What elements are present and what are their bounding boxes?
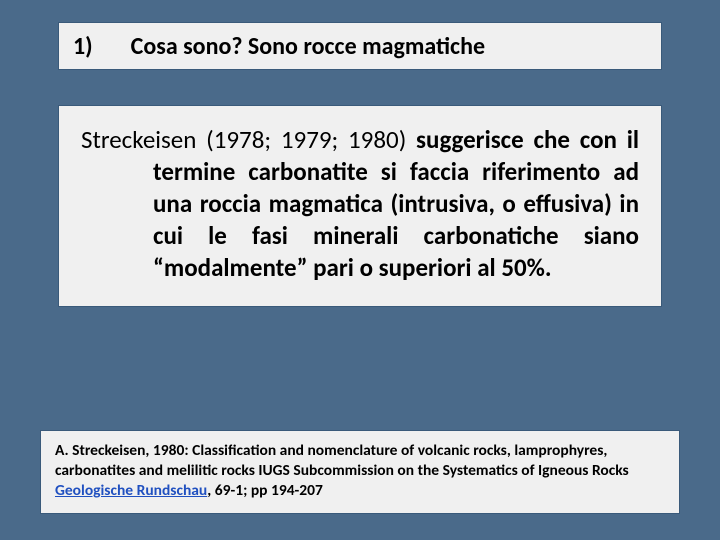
reference-suffix: , 69-1; pp 194-207 (207, 481, 323, 500)
heading-box: 1) Cosa sono? Sono rocce magmatiche (58, 22, 662, 70)
heading-text: Cosa sono? Sono rocce magmatiche (131, 32, 485, 61)
reference-text: A. Streckeisen, 1980: Classification and… (55, 441, 665, 501)
heading-number: 1) (73, 32, 93, 61)
body-box: Streckeisen (1978; 1979; 1980) suggerisc… (58, 105, 662, 307)
reference-prefix: A. Streckeisen, 1980: Classification and… (55, 441, 629, 480)
body-paragraph: Streckeisen (1978; 1979; 1980) suggerisc… (81, 124, 639, 284)
reference-box: A. Streckeisen, 1980: Classification and… (40, 430, 680, 514)
body-author-years: Streckeisen (1978; 1979; 1980) (81, 124, 406, 155)
reference-journal-link[interactable]: Geologische Rundschau (55, 481, 207, 500)
